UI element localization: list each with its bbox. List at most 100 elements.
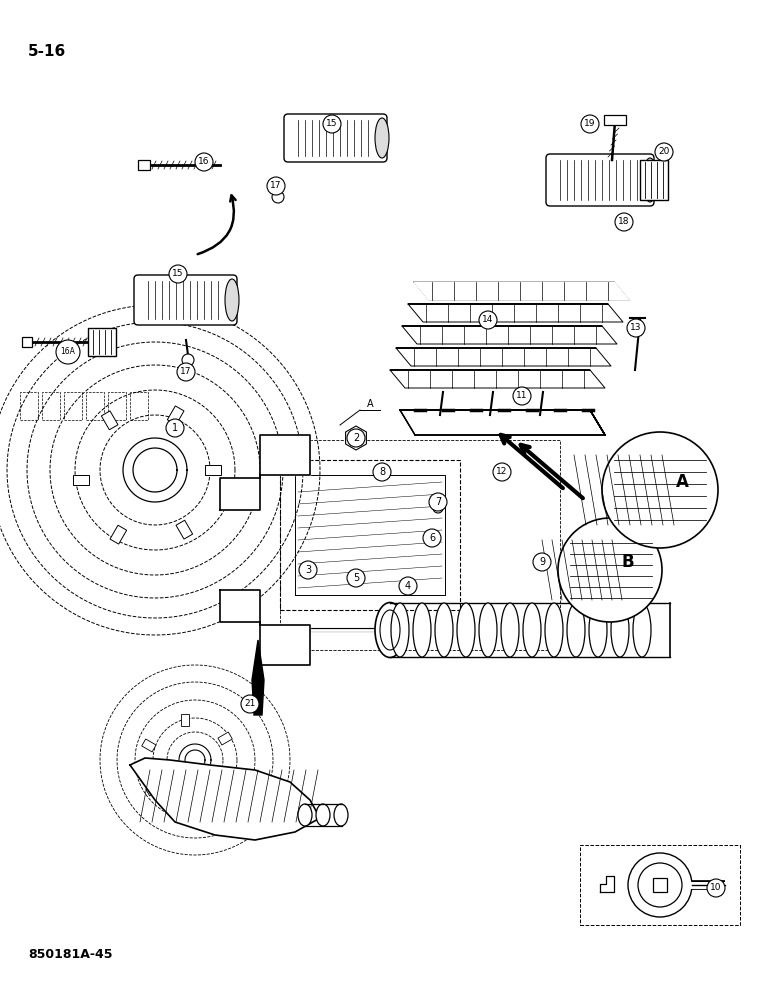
Bar [604, 115, 626, 125]
Bar [20, 392, 38, 420]
Ellipse shape [567, 603, 585, 657]
Bar [653, 878, 667, 892]
Ellipse shape [643, 158, 657, 202]
Circle shape [558, 518, 662, 622]
Ellipse shape [334, 804, 348, 826]
Circle shape [267, 177, 285, 195]
Circle shape [169, 265, 187, 283]
Bar [640, 160, 668, 200]
Text: A: A [367, 399, 374, 409]
Text: 7: 7 [435, 497, 441, 507]
Circle shape [399, 577, 417, 595]
Polygon shape [390, 370, 605, 388]
Bar [110, 525, 126, 544]
Circle shape [423, 529, 441, 547]
Bar [64, 392, 82, 420]
Text: 11: 11 [516, 391, 528, 400]
Text: 21: 21 [244, 700, 256, 708]
Polygon shape [220, 590, 310, 665]
Ellipse shape [589, 603, 607, 657]
Circle shape [429, 493, 447, 511]
Bar [130, 392, 148, 420]
Ellipse shape [611, 603, 629, 657]
Bar [101, 411, 118, 430]
FancyBboxPatch shape [546, 154, 654, 206]
Text: 17: 17 [270, 182, 282, 190]
Circle shape [533, 553, 551, 571]
Circle shape [299, 561, 317, 579]
Circle shape [627, 319, 645, 337]
Text: 18: 18 [619, 218, 629, 227]
Ellipse shape [375, 602, 405, 658]
Text: 14: 14 [482, 316, 494, 324]
Bar [73, 475, 89, 485]
Circle shape [347, 429, 365, 447]
Text: 15: 15 [326, 119, 338, 128]
Circle shape [479, 311, 497, 329]
Text: 20: 20 [658, 147, 670, 156]
Circle shape [272, 191, 284, 203]
Ellipse shape [225, 279, 239, 321]
Circle shape [195, 153, 213, 171]
Circle shape [182, 354, 194, 366]
Ellipse shape [501, 603, 519, 657]
Circle shape [433, 503, 443, 513]
Bar [189, 802, 197, 814]
Circle shape [628, 853, 692, 917]
Ellipse shape [633, 603, 651, 657]
Polygon shape [414, 282, 629, 300]
Bar [42, 392, 60, 420]
Ellipse shape [413, 603, 431, 657]
Polygon shape [220, 435, 310, 510]
Text: 16: 16 [198, 157, 210, 166]
Circle shape [56, 340, 80, 364]
Circle shape [493, 463, 511, 481]
Text: 3: 3 [305, 565, 311, 575]
Circle shape [427, 533, 437, 543]
Text: A: A [675, 473, 689, 491]
Circle shape [615, 213, 633, 231]
Bar [181, 714, 189, 726]
Bar [205, 465, 221, 475]
Ellipse shape [391, 603, 409, 657]
Ellipse shape [457, 603, 475, 657]
Bar [138, 160, 150, 170]
FancyBboxPatch shape [284, 114, 387, 162]
Bar [218, 732, 232, 745]
Polygon shape [408, 304, 623, 322]
Text: 4: 4 [405, 581, 411, 591]
Bar [86, 392, 104, 420]
Circle shape [513, 387, 531, 405]
Bar [168, 406, 184, 425]
Text: 12: 12 [496, 468, 508, 477]
Text: 15: 15 [172, 269, 184, 278]
Circle shape [166, 419, 184, 437]
Bar [142, 739, 156, 752]
Circle shape [373, 463, 391, 481]
FancyBboxPatch shape [134, 275, 237, 325]
Circle shape [347, 569, 365, 587]
Text: 16A: 16A [61, 348, 76, 357]
Text: 5-16: 5-16 [28, 44, 66, 60]
Polygon shape [130, 758, 320, 840]
Text: 17: 17 [180, 367, 192, 376]
Ellipse shape [316, 804, 330, 826]
Circle shape [241, 695, 259, 713]
Ellipse shape [523, 603, 541, 657]
Circle shape [707, 879, 725, 897]
Text: 2: 2 [353, 433, 359, 443]
Text: 5: 5 [353, 573, 359, 583]
Bar [222, 776, 236, 789]
Bar [108, 392, 126, 420]
Polygon shape [252, 640, 264, 715]
Polygon shape [600, 876, 614, 892]
Text: 850181A-45: 850181A-45 [28, 948, 112, 962]
Text: 19: 19 [584, 119, 596, 128]
Polygon shape [396, 348, 611, 366]
Ellipse shape [375, 118, 389, 158]
Text: 6: 6 [429, 533, 435, 543]
Circle shape [177, 363, 195, 381]
Polygon shape [400, 410, 605, 435]
Text: 8: 8 [379, 467, 385, 477]
Bar [88, 328, 116, 356]
